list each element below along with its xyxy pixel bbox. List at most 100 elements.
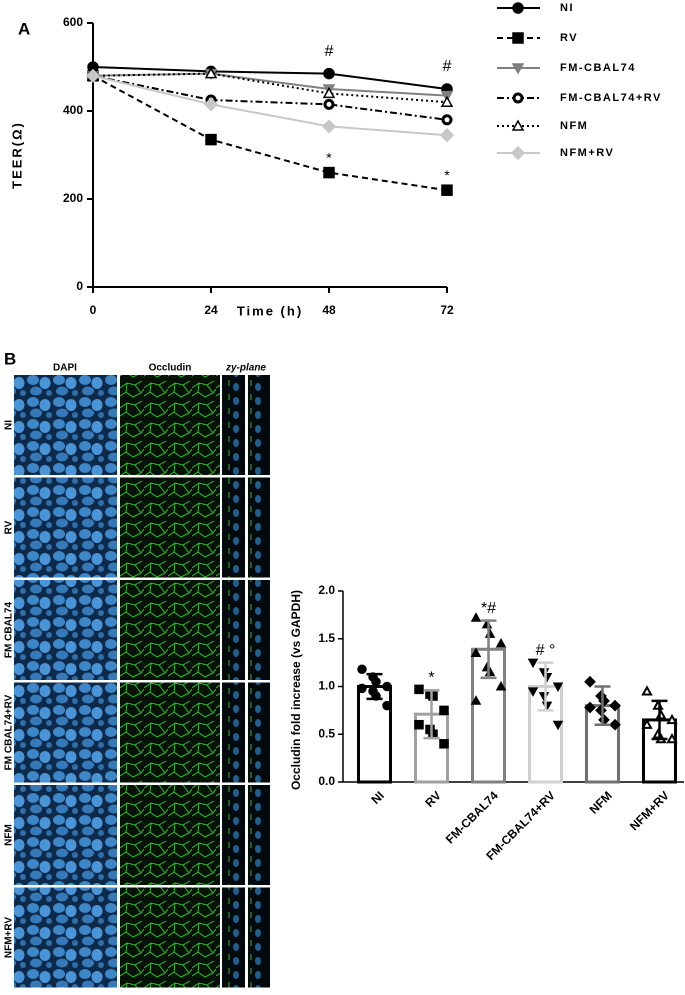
x-tick-label: 24 bbox=[204, 303, 218, 317]
micrograph bbox=[120, 785, 220, 885]
error-bar bbox=[423, 689, 440, 740]
series-line bbox=[92, 66, 448, 90]
y-tick-label: 0.5 bbox=[318, 726, 335, 740]
marker bbox=[441, 114, 453, 126]
marker bbox=[323, 166, 335, 179]
marker bbox=[371, 676, 381, 687]
y-tick-label: 600 bbox=[63, 15, 83, 29]
micrograph bbox=[222, 887, 245, 988]
panel-label: B bbox=[4, 349, 16, 368]
marker bbox=[382, 681, 392, 692]
marker bbox=[439, 128, 455, 143]
legend-label: FM-CBAL74+RV bbox=[560, 92, 662, 104]
marker bbox=[205, 133, 217, 146]
y-tick-label: 200 bbox=[63, 191, 83, 205]
series-line bbox=[92, 74, 448, 121]
micrograph bbox=[248, 477, 270, 578]
micrograph bbox=[222, 682, 245, 783]
marker bbox=[541, 673, 553, 683]
marker bbox=[510, 145, 526, 161]
micrograph bbox=[222, 375, 245, 475]
micrograph bbox=[120, 477, 220, 578]
marker bbox=[641, 685, 653, 696]
micrograph bbox=[222, 785, 245, 885]
micrograph bbox=[222, 580, 245, 680]
y-tick-label: 1.5 bbox=[318, 631, 335, 645]
marker bbox=[527, 658, 539, 669]
row-label: NFM+RV bbox=[4, 917, 15, 959]
micrograph bbox=[14, 785, 117, 885]
marker bbox=[440, 95, 454, 107]
marker bbox=[357, 683, 367, 694]
marker bbox=[609, 718, 621, 731]
marker bbox=[470, 695, 482, 705]
marker bbox=[321, 119, 337, 134]
micrograph bbox=[120, 682, 220, 783]
micrograph bbox=[120, 580, 220, 680]
marker bbox=[552, 720, 564, 731]
row-label: RV bbox=[4, 520, 15, 534]
marker bbox=[655, 709, 667, 720]
marker bbox=[512, 32, 524, 44]
x-tick-label: 48 bbox=[322, 303, 336, 317]
x-tick-label: 72 bbox=[440, 303, 454, 317]
x-tick-label: FM-CBAL74 bbox=[443, 788, 501, 846]
row-label: FM CBAL74 bbox=[4, 602, 15, 659]
marker bbox=[323, 98, 335, 110]
y-axis-title: TEER(Ω) bbox=[9, 121, 24, 189]
series-line bbox=[92, 72, 448, 97]
column-header: zy-plane bbox=[225, 363, 266, 374]
marker bbox=[595, 704, 607, 717]
error-bar bbox=[594, 685, 611, 726]
micrograph bbox=[14, 580, 117, 680]
series-line bbox=[92, 72, 448, 104]
legend-label: NFM+RV bbox=[560, 147, 614, 159]
row-label: NI bbox=[4, 420, 15, 430]
marker bbox=[85, 68, 101, 83]
marker bbox=[584, 675, 596, 688]
micrograph bbox=[248, 580, 270, 680]
marker bbox=[484, 628, 496, 638]
row-label: NFM bbox=[4, 824, 15, 846]
x-tick-label: RV bbox=[422, 788, 444, 810]
marker bbox=[414, 684, 424, 695]
micrograph bbox=[248, 887, 270, 988]
y-tick-label: 0 bbox=[76, 279, 83, 293]
marker bbox=[470, 612, 482, 622]
significance: * bbox=[428, 670, 434, 687]
marker bbox=[584, 701, 596, 714]
y-axis-title: Occludin fold increase (vs GAPDH) bbox=[289, 590, 303, 790]
marker bbox=[652, 699, 664, 710]
marker bbox=[428, 691, 438, 701]
occludin-chart: 0.0 0.5 1.0 1.5 2.0 Occludin fold increase (v… bbox=[289, 583, 684, 863]
series-line bbox=[92, 74, 448, 137]
marker bbox=[495, 637, 507, 648]
marker bbox=[666, 713, 678, 725]
micrograph bbox=[120, 887, 220, 988]
marker bbox=[357, 664, 367, 675]
error-bar bbox=[480, 619, 497, 680]
marker bbox=[512, 92, 524, 104]
marker bbox=[495, 680, 507, 691]
micrograph bbox=[14, 682, 117, 783]
x-axis-title: Time (h) bbox=[237, 303, 303, 318]
error-bar bbox=[651, 699, 668, 741]
point-annotation: * bbox=[444, 167, 450, 183]
marker bbox=[439, 739, 449, 749]
y-tick-label: 400 bbox=[63, 103, 83, 117]
marker bbox=[382, 700, 392, 711]
x-tick-label: NI bbox=[368, 788, 386, 806]
micrograph bbox=[248, 375, 270, 475]
marker bbox=[323, 67, 335, 80]
micrograph-grid: DAPI Occludin zy-plane NI RV FM CBAL74 FM CBAL… bbox=[4, 363, 270, 988]
marker bbox=[512, 2, 524, 14]
point-annotation: * bbox=[326, 149, 332, 165]
micrograph bbox=[14, 375, 117, 475]
micrograph bbox=[14, 887, 117, 988]
marker bbox=[666, 732, 678, 744]
marker bbox=[641, 718, 653, 729]
legend-label: NFM bbox=[560, 120, 588, 132]
marker bbox=[552, 682, 564, 693]
point-annotation: # bbox=[443, 58, 452, 75]
